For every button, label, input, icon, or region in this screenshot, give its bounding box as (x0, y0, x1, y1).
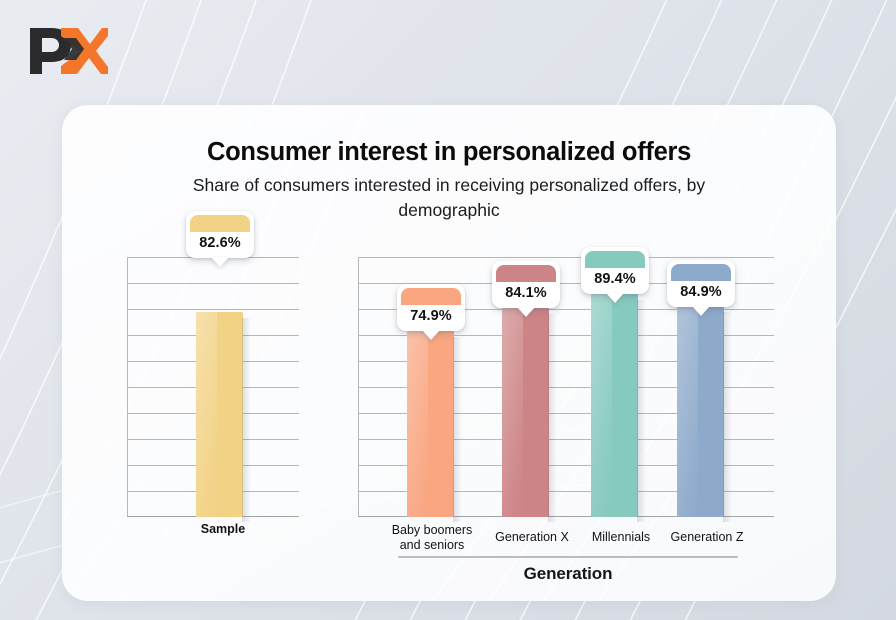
tooltip-baby-boomers-cap (401, 288, 461, 305)
bar-generation-x[interactable] (502, 308, 557, 522)
bar-sample-fill (196, 312, 243, 517)
category-label-millennials: Millennials (591, 530, 651, 544)
bar-generation-x-fill (502, 308, 549, 517)
chart-subtitle: Share of consumers interested in receivi… (192, 175, 706, 220)
category-label-sample: Sample (200, 522, 246, 536)
bar-millennials[interactable] (591, 294, 646, 522)
tooltip-generation-x-cap (496, 265, 556, 282)
category-label-generation-x: Generation X (495, 530, 569, 544)
tooltip-generation-z[interactable]: 84.9% (667, 260, 735, 316)
generation-panel: 74.9% 84.1% 89.4% (354, 247, 774, 522)
tooltip-baby-boomers-arrow (422, 330, 440, 340)
logo-letter-p (30, 28, 71, 74)
tooltip-generation-x[interactable]: 84.1% (492, 261, 560, 317)
tooltip-sample-arrow (211, 257, 229, 267)
tooltip-generation-z-value: 84.9% (680, 284, 722, 300)
bar-millennials-fill (591, 294, 638, 517)
tooltip-sample[interactable]: 82.6% (186, 211, 254, 267)
category-label-baby-boomers: Baby boomers and seniors (391, 523, 473, 552)
tooltip-baby-boomers-value: 74.9% (410, 308, 452, 324)
tooltip-millennials-value: 89.4% (594, 271, 636, 287)
tooltip-sample-value: 82.6% (199, 235, 241, 251)
bar-baby-boomers[interactable] (407, 331, 462, 522)
tooltip-millennials-cap (585, 251, 645, 268)
tooltip-generation-x-value: 84.1% (505, 285, 547, 301)
chart-card: Consumer interest in personalized offers… (62, 105, 836, 601)
tooltip-sample-cap (190, 215, 250, 232)
px-logo (30, 28, 108, 74)
tooltip-millennials[interactable]: 89.4% (581, 247, 649, 303)
bar-generation-z[interactable] (677, 306, 732, 522)
tooltip-millennials-arrow (606, 293, 624, 303)
axis-group-rule (398, 556, 738, 558)
tooltip-baby-boomers[interactable]: 74.9% (397, 284, 465, 340)
bar-baby-boomers-fill (407, 331, 454, 517)
sample-panel-gridlines (127, 257, 299, 517)
tooltip-generation-z-cap (671, 264, 731, 281)
category-label-generation-z: Generation Z (670, 530, 744, 544)
axis-title-generation: Generation (523, 564, 613, 583)
logo-overlap (64, 38, 84, 60)
bar-generation-z-fill (677, 306, 724, 517)
tooltip-generation-z-arrow (692, 306, 710, 316)
tooltip-generation-x-arrow (517, 307, 535, 317)
bar-sample[interactable] (196, 312, 251, 522)
sample-panel: 82.6% (123, 211, 299, 522)
chart-title: Consumer interest in personalized offers (207, 138, 691, 166)
